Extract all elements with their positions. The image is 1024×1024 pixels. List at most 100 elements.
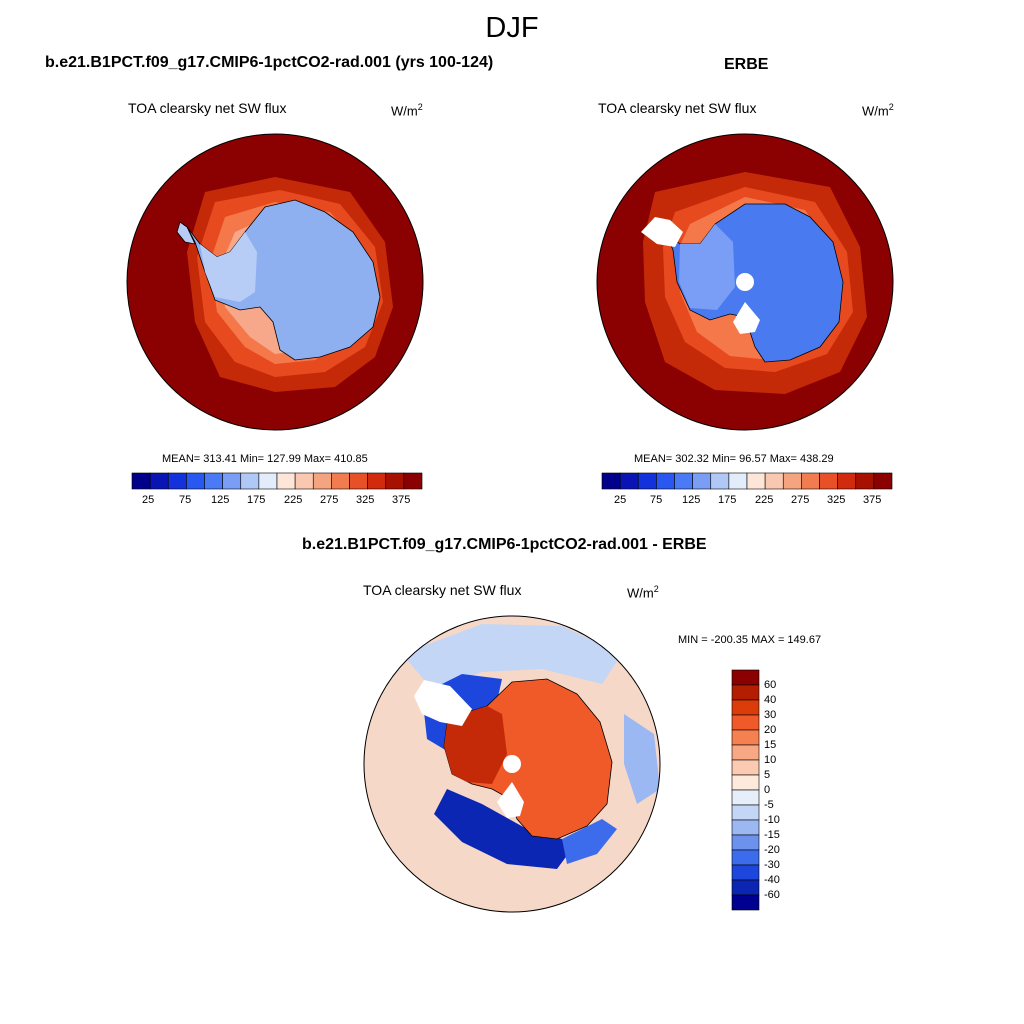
colorbar-swatch (403, 472, 423, 490)
panel-obs-variable: TOA clearsky net SW flux (598, 100, 757, 116)
colorbar-swatch (731, 819, 760, 836)
colorbar-swatch (731, 804, 760, 821)
map-model-border (126, 133, 424, 431)
tick-label: 25 (142, 494, 155, 506)
colorbar-swatch (276, 472, 296, 490)
tick-label: -30 (764, 859, 780, 871)
tick-label: -20 (764, 844, 780, 856)
colorbar-swatch (728, 472, 748, 490)
colorbar-swatch (710, 472, 730, 490)
tick-label: -5 (764, 799, 774, 811)
tick-label: 125 (211, 494, 230, 506)
colorbar-swatch (731, 699, 760, 716)
tick-label: 225 (755, 494, 774, 506)
colorbar-swatch (731, 774, 760, 791)
colorbar-swatch (331, 472, 350, 490)
tick-label: 30 (764, 709, 777, 721)
panel-model-case-title: b.e21.B1PCT.f09_g17.CMIP6-1pctCO2-rad.00… (45, 54, 494, 71)
colorbar-obs-ticks: 25 75 125 175 225 275 325 375 (602, 494, 892, 508)
colorbar-swatch (731, 834, 760, 851)
colorbar-model (131, 472, 423, 490)
tick-label: 40 (764, 694, 777, 706)
tick-label: 75 (179, 494, 192, 506)
colorbar-swatch (167, 472, 187, 490)
map-model-peninsula (176, 221, 196, 245)
map-diff-border (363, 615, 661, 913)
colorbar-swatch (674, 472, 693, 490)
colorbar-swatch (873, 472, 893, 490)
tick-label: 325 (827, 494, 846, 506)
colorbar-swatch (204, 472, 223, 490)
colorbar-swatch (731, 789, 760, 806)
tick-label: 375 (392, 494, 411, 506)
tick-label: 15 (764, 739, 777, 751)
tick-label: 175 (718, 494, 737, 506)
tick-label: -60 (764, 889, 780, 901)
tick-label: 375 (863, 494, 882, 506)
colorbar-swatch (731, 879, 760, 896)
map-obs-west-ant (679, 224, 735, 310)
colorbar-swatch (837, 472, 857, 490)
figure-title: DJF (485, 12, 539, 44)
map-diff-ring-blue-southeast (562, 819, 617, 864)
colorbar-diff (731, 669, 760, 911)
tick-label: 275 (320, 494, 339, 506)
colorbar-diff-ticks: 60 40 30 20 15 10 5 0 -5 -10 -15 -20 -30… (764, 679, 804, 904)
colorbar-model-ticks: 25 75 125 175 225 275 325 375 (132, 494, 422, 508)
map-model-west-ant (200, 232, 257, 302)
panel-obs-stats: MEAN= 302.32 Min= 96.57 Max= 438.29 (634, 453, 834, 465)
colorbar-swatch (131, 472, 151, 490)
tick-label: 25 (614, 494, 627, 506)
colorbar-obs (601, 472, 893, 490)
tick-label: 60 (764, 679, 777, 691)
map-diff-ross-white (497, 782, 524, 818)
tick-label: -15 (764, 829, 780, 841)
tick-label: 20 (764, 724, 777, 736)
panel-model-units: W/m2 (391, 102, 423, 119)
colorbar-swatch (731, 894, 760, 911)
tick-label: 0 (764, 784, 771, 796)
panel-model-map (126, 133, 424, 431)
panel-diff-minmax: MIN = -200.35 MAX = 149.67 (678, 634, 822, 646)
map-model-antarctica (186, 199, 381, 361)
map-diff-outer-blue-east (624, 714, 660, 804)
panel-diff-units: W/m2 (627, 584, 659, 601)
tick-label: -10 (764, 814, 780, 826)
colorbar-swatch (385, 472, 405, 490)
colorbar-swatch (656, 472, 675, 490)
colorbar-swatch (367, 472, 387, 490)
tick-label: 225 (284, 494, 303, 506)
panel-obs-case-title: ERBE (724, 56, 769, 73)
colorbar-swatch (619, 472, 639, 490)
map-diff-outer-blue-north (402, 624, 622, 689)
colorbar-swatch (731, 669, 760, 686)
colorbar-swatch (312, 472, 332, 490)
colorbar-swatch (819, 472, 838, 490)
panel-obs-map (596, 133, 894, 431)
colorbar-swatch (258, 472, 278, 490)
colorbar-swatch (222, 472, 242, 490)
colorbar-swatch (731, 864, 760, 881)
colorbar-swatch (855, 472, 875, 490)
tick-label: 325 (356, 494, 375, 506)
tick-label: -40 (764, 874, 780, 886)
panel-diff-case-title: b.e21.B1PCT.f09_g17.CMIP6-1pctCO2-rad.00… (302, 536, 707, 553)
panel-model-stats: MEAN= 313.41 Min= 127.99 Max= 410.85 (162, 453, 368, 465)
colorbar-swatch (782, 472, 802, 490)
colorbar-swatch (731, 744, 760, 761)
colorbar-swatch (294, 472, 314, 490)
map-diff-peninsula-white (414, 680, 472, 726)
tick-label: 10 (764, 754, 777, 766)
colorbar-swatch (746, 472, 766, 490)
tick-label: 75 (650, 494, 663, 506)
panel-model-variable: TOA clearsky net SW flux (128, 100, 287, 116)
colorbar-swatch (637, 472, 657, 490)
colorbar-swatch (692, 472, 712, 490)
tick-label: 125 (682, 494, 701, 506)
colorbar-swatch (186, 472, 205, 490)
colorbar-swatch (349, 472, 368, 490)
panel-diff-map (363, 615, 661, 913)
map-diff-pole-white (503, 755, 521, 773)
colorbar-swatch (731, 759, 760, 776)
map-obs-missing-pole (736, 273, 754, 291)
